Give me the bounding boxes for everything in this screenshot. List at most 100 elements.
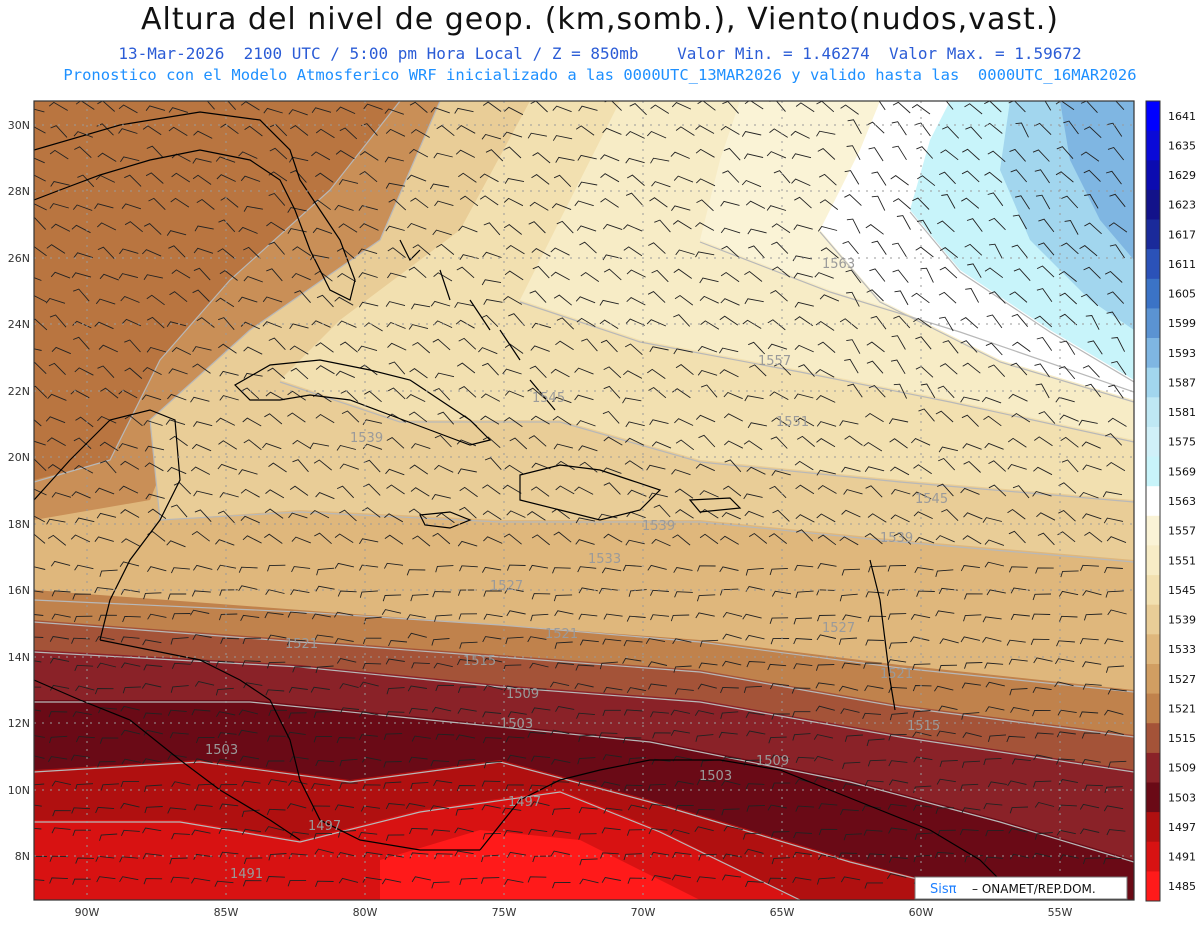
wind-barb [964,243,983,256]
wind-barb [847,119,862,135]
wind-barb [650,104,670,114]
wind-barb [1007,780,1027,787]
wind-barb [622,397,642,404]
wind-barb [625,130,645,139]
wind-barb [437,411,455,425]
wind-barb [316,294,334,308]
wind-barb [480,877,500,884]
wind-barb [841,509,861,518]
wind-barb [482,436,501,449]
wind-barb [671,874,691,881]
wind-barb [432,338,451,351]
wind-barb [388,198,407,211]
wind-barb [219,395,239,401]
wind-barb [383,761,402,768]
wind-barb [291,272,311,281]
wind-barb [1059,292,1078,305]
wind-barb [695,463,715,472]
wind-barb [386,484,405,495]
wind-barb [409,148,429,158]
wind-barb [1080,564,1099,571]
wind-barb [435,733,455,740]
wind-barb [458,172,477,183]
wind-barb [1034,732,1054,739]
wind-barb [864,780,884,787]
wind-barb [817,148,836,160]
wind-barb [651,538,671,547]
wind-barb [695,148,715,158]
wind-barb [457,589,477,596]
contour-label: 1521 [285,637,318,652]
wind-barb [629,103,647,116]
wind-barb [48,711,68,718]
wind-barb [744,101,764,110]
wind-barb [310,254,330,261]
wind-barb [169,732,189,739]
wind-barb [1010,362,1028,376]
wind-barb [412,244,431,256]
wind-barb [50,223,71,232]
wind-barb [167,393,187,401]
wind-barb [267,634,287,641]
wind-barb [1061,195,1079,209]
wind-barb [287,228,307,234]
wind-barb [122,686,141,694]
wind-barb [791,711,811,718]
wind-barb [505,784,524,791]
model-info-line: Pronostico con el Modelo Atmosferico WRF… [63,66,1137,84]
wind-barb [698,853,717,861]
wind-barb [1111,360,1127,375]
wind-barb [722,660,742,667]
wind-barb [336,657,357,664]
wind-barb [478,347,498,355]
wind-barb [770,754,790,761]
wind-barb [431,706,452,713]
wind-barb [818,828,838,836]
wind-barb [601,876,621,883]
wind-barb [696,199,714,212]
wind-barb [433,662,453,669]
wind-barb [124,367,143,379]
wind-barb [982,616,1002,623]
wind-barb [862,712,882,719]
wind-barb [939,316,954,332]
wind-barb [696,594,716,602]
wind-barb [313,832,333,840]
wind-barb [75,736,95,743]
wind-barb [384,562,404,569]
wind-barb [434,464,454,473]
wind-barb [649,346,669,353]
lat-label: 30N [8,119,30,132]
wind-barb [143,420,163,426]
wind-barb [602,754,622,761]
wind-barb [215,297,235,308]
wind-barb [699,277,719,284]
wind-barb [287,412,306,423]
wind-barb [192,363,211,374]
colorbar-swatch [1146,426,1160,457]
wind-barb [459,565,478,572]
wind-barb [1104,638,1124,645]
wind-barb [550,271,570,281]
wind-barb [654,219,671,233]
wind-barb [457,468,477,475]
wind-barb [601,567,622,574]
wind-barb [238,709,259,716]
wind-barb [936,730,956,737]
wind-barb [871,171,887,186]
wind-barb [412,535,431,547]
wind-barb [795,417,815,427]
forecast-time-line: 13-Mar-2026 2100 UTC / 5:00 pm Hora Loca… [118,44,1082,63]
wind-barb [650,157,670,164]
wind-barb [818,803,838,810]
wind-barb [74,367,94,376]
wind-barb [99,569,118,577]
wind-barb [167,754,187,760]
wind-barb [143,729,163,736]
wind-barb [144,784,163,793]
wind-barb [143,592,162,600]
wind-barb [268,192,286,206]
wind-barb [385,468,405,476]
wind-barb [192,174,212,185]
wind-barb [411,735,431,742]
